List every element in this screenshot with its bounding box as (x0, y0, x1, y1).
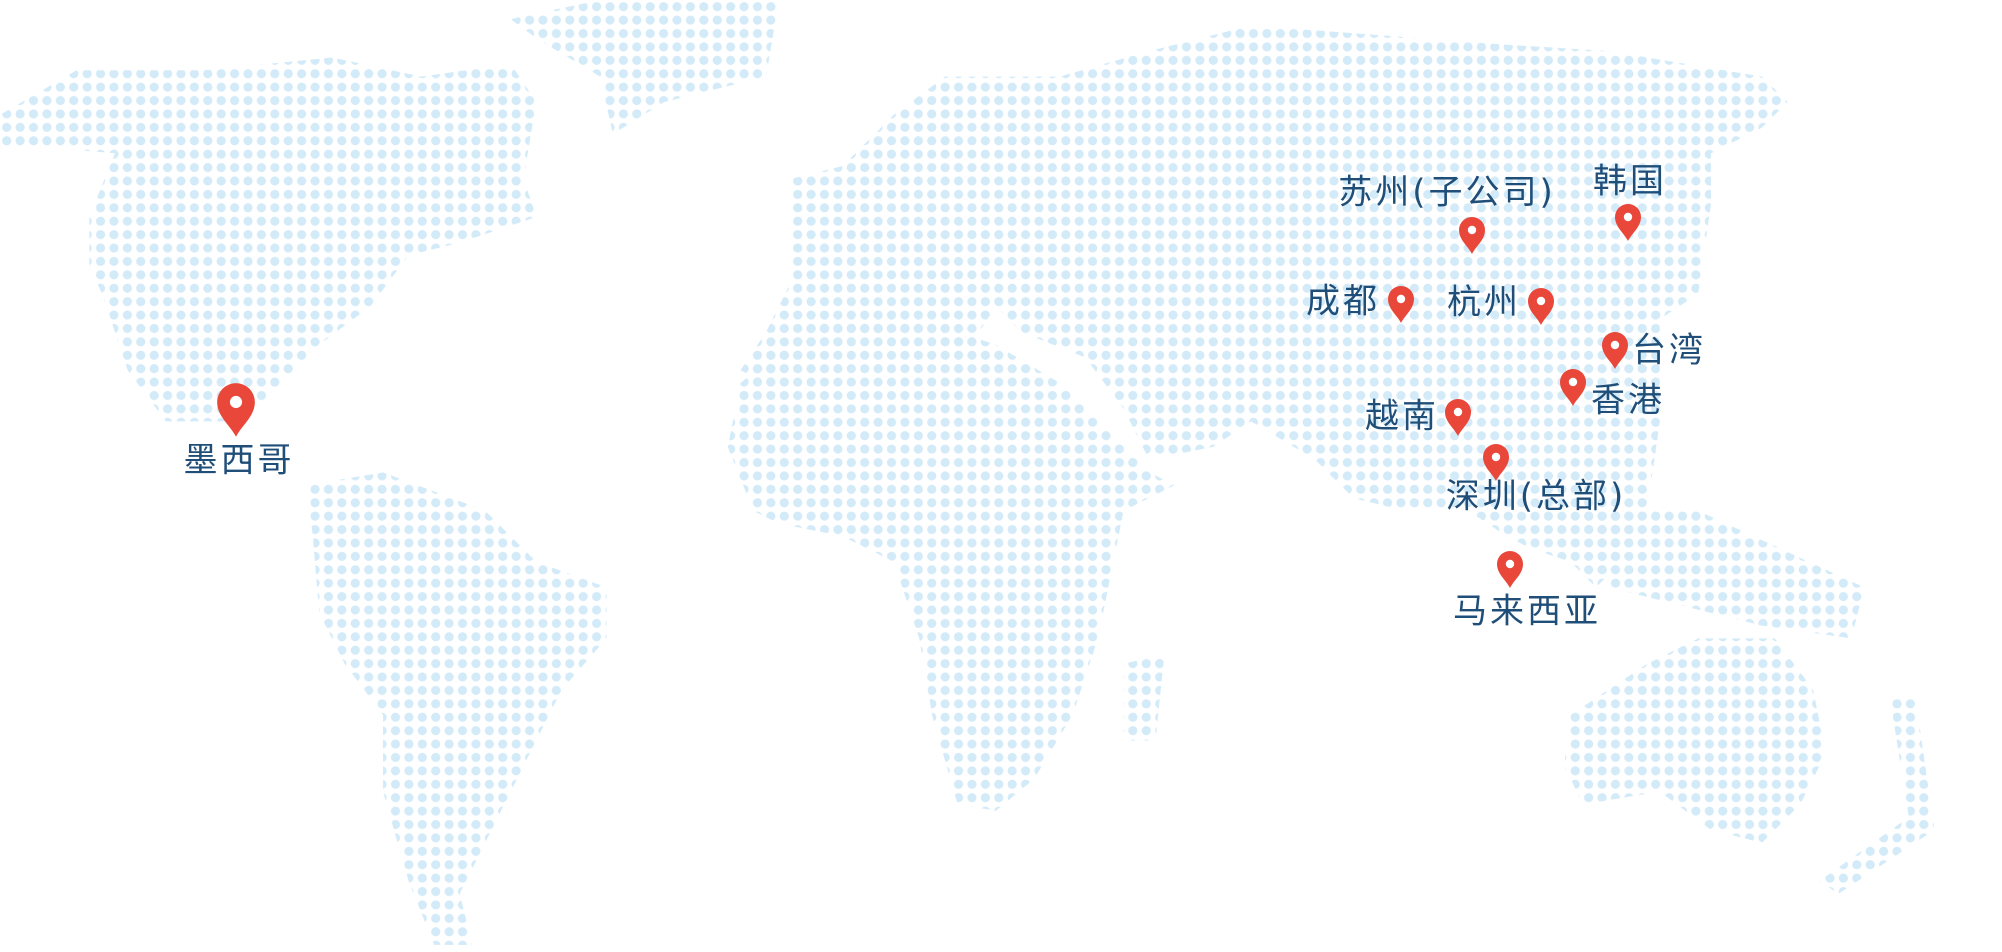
location-pin (1560, 369, 1586, 406)
pin-body (1528, 288, 1554, 325)
location-label: 香港 (1591, 381, 1665, 421)
labels: 墨西哥 苏州(子公司) 韩国 成都 杭州 台湾 香港 越南 深圳(总部) 马来西… (184, 162, 1706, 632)
southeast-asia-islands (1583, 510, 1865, 639)
location-label: 韩国 (1593, 162, 1667, 202)
location-pin (1459, 217, 1485, 254)
pin-body (1615, 204, 1641, 241)
pin-body (1497, 551, 1523, 588)
pin-body (1445, 399, 1471, 436)
location-label: 越南 (1365, 397, 1439, 437)
location-pin (1483, 444, 1509, 481)
location-label: 杭州 (1447, 283, 1521, 323)
location-label: 深圳(总部) (1446, 477, 1627, 517)
pin-dot (1491, 452, 1501, 462)
location-pin (1497, 551, 1523, 588)
pin-dot (1623, 212, 1633, 222)
pins (217, 204, 1641, 588)
eurasia (740, 25, 1788, 588)
location-pin (1528, 288, 1554, 325)
new-zealand (1819, 695, 1935, 894)
location-label: 苏州(子公司) (1338, 173, 1556, 213)
pin-body (1459, 217, 1485, 254)
pin-body (1388, 286, 1414, 323)
location-label: 马来西亚 (1453, 592, 1601, 632)
location-pin (1445, 399, 1471, 436)
location-label: 墨西哥 (184, 441, 295, 481)
south-america (306, 472, 607, 945)
location-pin (1602, 332, 1628, 369)
africa (727, 319, 1175, 811)
pin-dot (229, 395, 243, 409)
pin-dot (1453, 407, 1463, 417)
pin-body (1483, 444, 1509, 481)
pin-dot (1568, 377, 1578, 387)
pin-body (1560, 369, 1586, 406)
north-america (0, 57, 537, 422)
greenland (510, 0, 779, 135)
location-pin (1388, 286, 1414, 323)
location-label: 成都 (1306, 282, 1380, 322)
pin-dot (1467, 225, 1477, 235)
pin-dot (1396, 294, 1406, 304)
location-label: 台湾 (1632, 331, 1706, 371)
pin-dot (1610, 340, 1620, 350)
australia (1564, 638, 1826, 843)
pin-body (217, 383, 255, 437)
dotted-continents (0, 0, 1935, 945)
location-pin (217, 383, 255, 437)
pin-dot (1536, 296, 1546, 306)
pin-body (1602, 332, 1628, 369)
location-pin (1615, 204, 1641, 241)
madagascar (1123, 653, 1165, 741)
pin-dot (1505, 559, 1515, 569)
